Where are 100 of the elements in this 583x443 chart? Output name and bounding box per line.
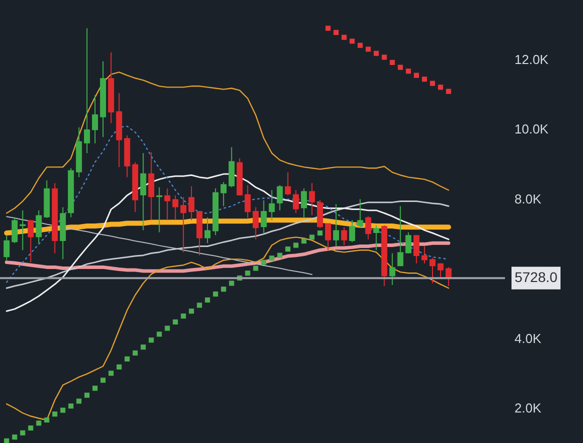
point	[12, 434, 18, 440]
point	[221, 286, 226, 292]
point	[430, 80, 436, 86]
point	[172, 319, 178, 325]
candlestick	[349, 220, 356, 243]
candlestick	[92, 94, 98, 144]
candlestick	[84, 28, 90, 154]
candlestick	[333, 204, 340, 247]
point	[124, 356, 130, 362]
candlestick	[4, 234, 10, 261]
point	[212, 292, 218, 297]
point	[293, 242, 298, 248]
point	[422, 76, 428, 82]
candlestick	[365, 216, 372, 240]
point	[196, 302, 202, 308]
point	[366, 46, 371, 52]
candlestick	[204, 216, 210, 244]
point	[446, 88, 452, 94]
candlestick	[292, 190, 299, 214]
candlestick	[325, 222, 332, 251]
candlestick	[357, 198, 364, 229]
candlestick	[397, 206, 404, 267]
y-tick-label: 4.0K	[514, 330, 542, 346]
point	[148, 338, 154, 343]
ref-line-label: 5728.0	[514, 269, 558, 286]
line-series	[6, 173, 450, 312]
point	[108, 370, 114, 376]
candlestick	[260, 200, 267, 234]
point	[28, 425, 34, 431]
point	[261, 260, 266, 265]
candlestick	[446, 266, 452, 287]
point	[92, 386, 98, 391]
candlestick	[172, 194, 178, 221]
point	[164, 326, 170, 331]
y-tick-label: 12.0K	[514, 52, 549, 67]
point	[188, 308, 194, 314]
point	[406, 68, 411, 74]
point	[438, 84, 444, 90]
point	[140, 344, 146, 350]
point	[301, 238, 306, 244]
point	[317, 230, 323, 236]
candlestick	[12, 216, 18, 244]
point	[269, 256, 274, 261]
candlestick	[405, 232, 412, 254]
candlestick	[252, 206, 259, 240]
point	[358, 42, 363, 48]
point	[398, 64, 403, 70]
point	[44, 417, 50, 423]
candlestick	[438, 262, 444, 278]
line-series	[6, 72, 450, 214]
point	[350, 38, 355, 44]
point	[156, 332, 162, 337]
point	[277, 252, 282, 258]
point	[229, 280, 234, 286]
point	[374, 50, 379, 56]
point	[414, 72, 419, 78]
candlestick	[164, 188, 170, 221]
point	[342, 34, 347, 40]
candlestick	[188, 186, 194, 221]
point	[132, 350, 138, 356]
point	[245, 270, 250, 276]
candlestick	[389, 252, 396, 286]
y-tick-label: 2.0K	[514, 400, 542, 416]
point	[204, 297, 210, 303]
point	[20, 430, 26, 436]
point	[68, 403, 74, 409]
candlestick	[341, 226, 348, 246]
candlestick	[276, 184, 283, 211]
candlestick	[180, 196, 186, 253]
candlestick	[308, 182, 315, 216]
candlestick	[268, 190, 275, 221]
candlestick	[36, 210, 42, 244]
point	[60, 408, 66, 413]
point	[180, 313, 186, 319]
point	[382, 54, 387, 60]
point	[100, 378, 106, 383]
point	[325, 26, 331, 31]
line-series	[6, 200, 450, 289]
point	[76, 398, 82, 404]
candlestick	[244, 184, 251, 219]
candlestick	[284, 172, 291, 196]
candlestick	[430, 258, 436, 284]
point	[52, 412, 58, 417]
point	[309, 234, 315, 240]
point	[116, 364, 122, 370]
candlestick	[148, 152, 154, 221]
candlestick	[220, 182, 227, 207]
point	[84, 392, 90, 398]
point	[36, 420, 42, 426]
candlestick	[140, 152, 146, 231]
y-tick-label: 8.0K	[514, 191, 542, 206]
candlestick	[421, 246, 428, 264]
candlestick	[300, 188, 307, 219]
point	[4, 438, 10, 443]
candlestick	[373, 224, 380, 251]
point	[334, 30, 339, 35]
candlestick	[413, 234, 420, 264]
candlestick	[28, 220, 34, 263]
point	[285, 246, 290, 252]
y-tick-label: 10.0K	[514, 122, 549, 137]
